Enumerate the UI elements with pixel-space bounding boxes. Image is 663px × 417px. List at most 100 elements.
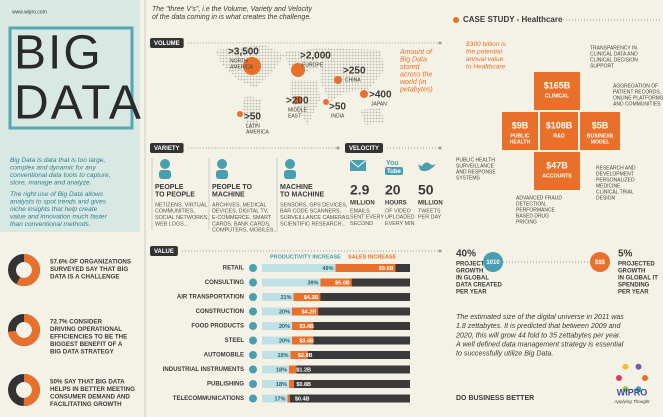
sales-label: $0.4B bbox=[295, 396, 310, 402]
growth-figure: 5% bbox=[618, 249, 633, 260]
case-bullet bbox=[453, 17, 459, 23]
case-annotation: CLINICAL DATA AND bbox=[590, 51, 638, 57]
sales-bar bbox=[289, 380, 294, 388]
sales-label: $4.3B bbox=[304, 295, 319, 301]
case-annotation: PATIENT RECORDS, bbox=[613, 89, 661, 95]
sales-label: $1.2B bbox=[296, 367, 311, 373]
case-note: to Healthcare bbox=[466, 63, 506, 70]
stat-text: BIGGEST BENEFIT OF A bbox=[50, 341, 123, 348]
case-label: ACCOUNTS bbox=[542, 173, 572, 179]
volume-bubble bbox=[360, 90, 368, 98]
velocity-figure: 50 bbox=[418, 182, 434, 198]
case-block bbox=[534, 152, 580, 190]
growth-text: SPENDING bbox=[618, 283, 650, 289]
case-block bbox=[502, 112, 538, 150]
growth-text: IN GLOBAL bbox=[456, 276, 489, 282]
category-label: STEEL bbox=[225, 338, 245, 344]
variety-text: E-COMMERCE, SMART bbox=[212, 215, 272, 221]
logo-dot bbox=[635, 363, 642, 370]
sales-bar bbox=[335, 264, 396, 272]
velocity-unit: MILLION bbox=[350, 201, 375, 207]
growth-text: PROJECTED bbox=[618, 262, 655, 268]
rule-end bbox=[438, 249, 442, 253]
case-annotation: AND RESPONSE bbox=[456, 169, 496, 175]
velocity-figure: 2.9 bbox=[350, 182, 370, 198]
productivity-label: 39% bbox=[307, 280, 318, 286]
volume-bubble bbox=[291, 63, 305, 77]
logo-slogan: Applying Thought bbox=[613, 399, 650, 404]
velocity-unit: HOURS bbox=[385, 201, 407, 207]
region-name: LATIN bbox=[246, 123, 260, 129]
region-name: EUROPE bbox=[302, 62, 324, 68]
logo-dot bbox=[622, 363, 629, 370]
volume-note: petabytes) bbox=[399, 86, 433, 93]
variety-icon bbox=[160, 159, 170, 169]
growth-text: GROWTH bbox=[456, 269, 483, 275]
velocity-text: EVERY MIN bbox=[385, 221, 415, 227]
section-label: VOLUME bbox=[154, 41, 180, 47]
intro-text: analysts to spot trends and gives bbox=[10, 198, 107, 205]
youtube-icon: Tube bbox=[387, 169, 402, 175]
velocity-text: SECOND bbox=[350, 221, 373, 227]
volume-bubble bbox=[334, 76, 342, 84]
region-value: >50 bbox=[329, 102, 346, 113]
case-title: CASE STUDY - Healthcare bbox=[463, 15, 563, 24]
summary-text: to successfully utilize Big Data. bbox=[456, 350, 553, 358]
case-annotation: TRANSPARENCY IN bbox=[590, 45, 637, 51]
velocity-text: UPLOADED bbox=[385, 215, 415, 221]
velocity-figure: 20 bbox=[385, 182, 401, 198]
velocity-text: OF VIDEO bbox=[385, 208, 411, 214]
sales-bar bbox=[292, 336, 314, 345]
category-label: AIR TRANSPORTATION bbox=[177, 295, 244, 301]
sales-bar bbox=[289, 365, 297, 374]
variety-icon bbox=[217, 159, 227, 169]
variety-icon bbox=[159, 170, 171, 179]
sales-label: $0.8B bbox=[296, 382, 311, 388]
case-label: CLINICAL bbox=[545, 93, 570, 99]
sales-bar bbox=[293, 293, 321, 301]
case-annotation: PERFORMANCE bbox=[516, 207, 556, 213]
summary-text: The estimated size of the digital univer… bbox=[456, 313, 624, 321]
growth-text: IN GLOBAL IT bbox=[618, 276, 658, 282]
stat-text: FACILITATING GROWTH bbox=[50, 401, 122, 408]
productivity-label: 20% bbox=[279, 324, 290, 330]
bar-track bbox=[262, 351, 410, 359]
variety-text: SOCIAL NETWORKS, bbox=[155, 215, 209, 221]
case-annotation: RESEARCH AND bbox=[596, 165, 636, 171]
case-annotation: DETECTION, bbox=[516, 201, 546, 207]
header-text: of the data coming in is what creates th… bbox=[152, 14, 311, 21]
variety-text: COMPUTERS, MOBILES... bbox=[212, 228, 278, 234]
logo-dot bbox=[642, 375, 648, 381]
section-label-box bbox=[345, 143, 384, 153]
category-icon bbox=[249, 336, 257, 345]
category-label: FOOD PRODUCTS bbox=[191, 324, 244, 330]
section-label-box bbox=[150, 38, 184, 48]
legend-item: SALES INCREASE bbox=[348, 254, 397, 260]
productivity-bar bbox=[262, 293, 294, 301]
sales-bar bbox=[287, 394, 290, 403]
stat-text: DRIVING OPERATIONAL bbox=[50, 326, 122, 333]
case-label: R&D bbox=[553, 133, 564, 139]
left-panel bbox=[0, 0, 140, 232]
volume-note: Big Data bbox=[400, 56, 427, 63]
case-annotation: PERSONALIZED bbox=[596, 177, 635, 183]
sales-label: $2.8B bbox=[298, 353, 313, 359]
volume-bubble bbox=[294, 96, 302, 104]
logo-dot bbox=[635, 386, 642, 393]
sales-bar bbox=[320, 278, 352, 287]
case-annotation: SYSTEMS bbox=[456, 175, 481, 181]
growth-icon-label: $$$ bbox=[595, 260, 606, 266]
stat-text: SURVEYED SAY THAT BIG bbox=[50, 266, 128, 273]
velocity-text: EMAILS bbox=[350, 208, 370, 214]
case-note: annual value bbox=[466, 56, 504, 63]
variety-text: BAR CODE SCANNERS, bbox=[280, 209, 342, 215]
volume-note: stored bbox=[400, 64, 421, 71]
variety-text: SCIENTIFIC RESEARCH... bbox=[280, 221, 346, 227]
stat-text: BIG DATA STRATEGY bbox=[50, 349, 115, 356]
category-icon bbox=[249, 365, 257, 374]
category-icon bbox=[249, 307, 257, 316]
category-label: CONSTRUCTION bbox=[196, 309, 244, 315]
case-annotation: ONLINE PLATFORMS bbox=[613, 95, 663, 101]
donut-arc bbox=[8, 314, 40, 346]
